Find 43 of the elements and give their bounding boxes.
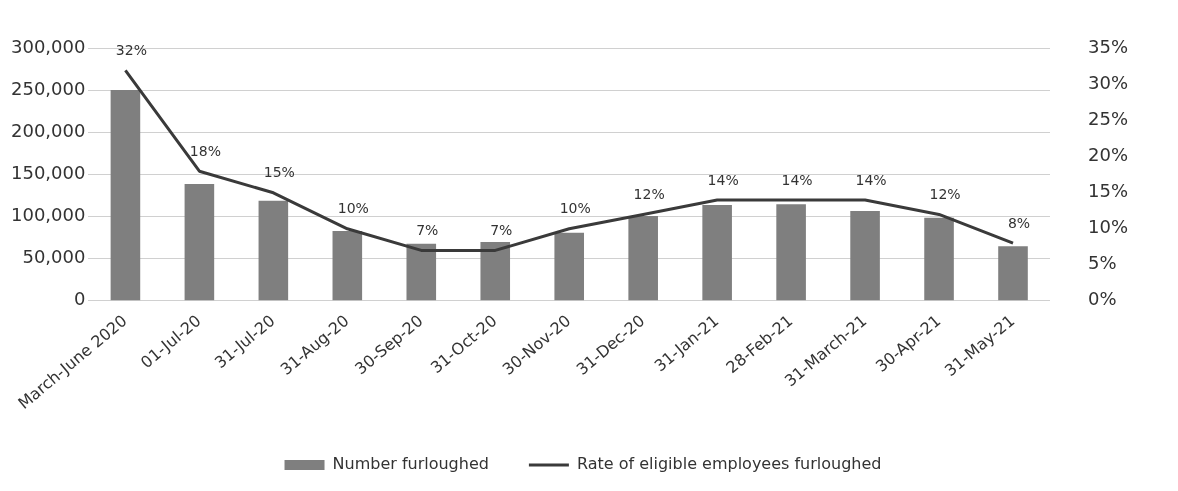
bar <box>258 200 289 301</box>
data-label: 7% <box>416 222 439 239</box>
y2-tick-label: 35% <box>1087 36 1129 58</box>
y-tick-label: 300,000 <box>11 36 86 58</box>
bar <box>702 205 732 301</box>
y-tick-label: 200,000 <box>11 120 86 142</box>
bar <box>332 231 363 301</box>
bar <box>924 217 954 301</box>
legend-label: Rate of eligible employees furloughed <box>576 454 882 474</box>
y2-tick-label: 30% <box>1087 72 1129 94</box>
data-label: 18% <box>189 142 221 159</box>
legend-label: Number furloughed <box>332 454 489 474</box>
bar <box>776 204 806 301</box>
y2-tick-label: 25% <box>1087 108 1129 130</box>
bar <box>184 184 215 301</box>
y2-tick-label: 5% <box>1087 252 1117 274</box>
bar <box>998 246 1028 301</box>
bar <box>554 232 585 301</box>
y2-tick-label: 10% <box>1087 216 1129 238</box>
data-label: 12% <box>929 186 961 203</box>
data-label: 7% <box>490 222 513 239</box>
data-label: 14% <box>781 171 813 188</box>
y2-tick-label: 0% <box>1087 288 1117 310</box>
y-tick-label: 50,000 <box>22 246 86 268</box>
y2-tick-label: 20% <box>1087 144 1129 166</box>
data-label: 14% <box>855 171 887 188</box>
bar <box>110 89 141 301</box>
data-label: 32% <box>115 42 147 59</box>
data-label: 15% <box>263 164 295 181</box>
bar <box>480 242 511 301</box>
data-label: 10% <box>337 200 369 217</box>
y-tick-label: 150,000 <box>11 162 86 184</box>
data-label: 8% <box>1007 214 1031 231</box>
y-tick-label: 100,000 <box>11 204 86 226</box>
data-label: 14% <box>707 171 739 188</box>
y-tick-label: 250,000 <box>11 78 86 100</box>
data-label: 10% <box>559 200 591 217</box>
y2-tick-label: 15% <box>1087 180 1129 202</box>
bar <box>850 210 880 301</box>
data-label: 12% <box>633 186 665 203</box>
y-tick-label: 0 <box>73 288 86 310</box>
bar <box>628 215 658 301</box>
bar <box>406 243 437 301</box>
